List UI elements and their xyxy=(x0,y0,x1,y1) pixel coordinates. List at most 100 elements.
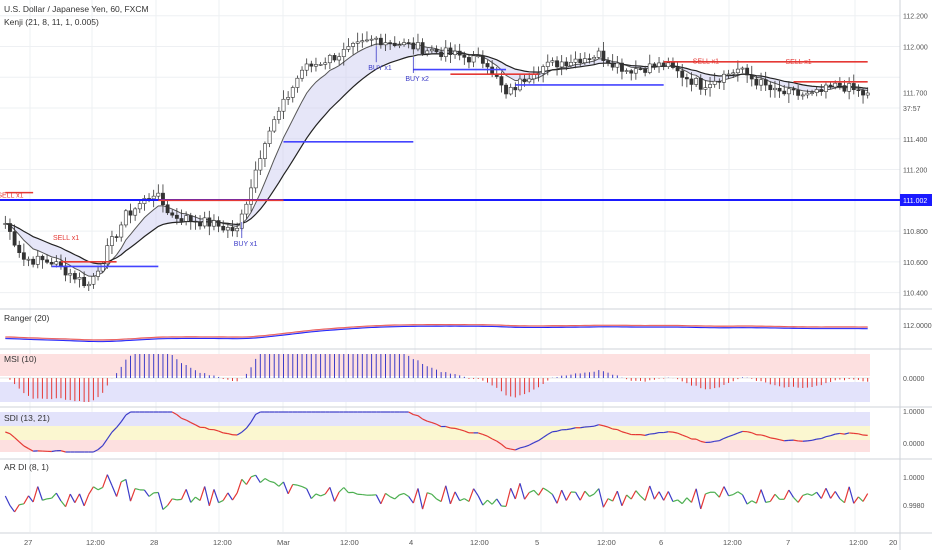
candle-body xyxy=(287,97,290,99)
candle-body xyxy=(73,273,76,279)
candle-body xyxy=(824,85,827,92)
ardi-line-segment xyxy=(692,489,697,503)
sdi-lower-zone xyxy=(0,440,870,452)
candle-body xyxy=(175,215,178,218)
ardi-line-segment xyxy=(158,492,163,509)
ardi-line-segment xyxy=(223,493,228,501)
candle-body xyxy=(528,79,531,82)
ranger-pane[interactable]: 112.0000 xyxy=(5,323,931,342)
candle-body xyxy=(620,63,623,71)
candle-body xyxy=(208,218,211,226)
candle-body xyxy=(291,88,294,98)
candle-body xyxy=(477,56,480,57)
buy-signal-label: BUY x2 xyxy=(405,76,429,83)
symbol-title: U.S. Dollar / Japanese Yen, 60, FXCM xyxy=(4,4,149,14)
ardi-line-segment xyxy=(172,499,177,500)
candle-body xyxy=(398,45,401,46)
ardi-line-segment xyxy=(437,499,442,502)
ardi-line-segment xyxy=(743,495,748,504)
ardi-line-segment xyxy=(562,490,567,500)
candle-body xyxy=(430,49,433,50)
sdi-line-segment xyxy=(223,433,228,434)
ardi-line-segment xyxy=(80,494,85,506)
price-tick-label: 112.200 xyxy=(903,14,928,21)
ardi-line-segment xyxy=(529,490,534,492)
candle-body xyxy=(435,49,438,52)
sell-signal-label: SELL x1 xyxy=(693,58,719,65)
ardi-line-segment xyxy=(682,498,687,504)
ardi-line-segment xyxy=(715,492,720,497)
candle-body xyxy=(736,69,739,73)
msi-pane[interactable]: 0.0000 xyxy=(0,354,925,402)
candle-body xyxy=(356,42,359,43)
ardi-line-segment xyxy=(580,491,585,500)
price-tick-label: 111.200 xyxy=(903,168,927,175)
candle-body xyxy=(542,67,545,74)
time-tick-label: 6 xyxy=(659,538,663,547)
candle-body xyxy=(671,63,674,68)
time-tick-label: 12:00 xyxy=(597,538,616,547)
ardi-line-segment xyxy=(464,499,469,502)
ardi-line-segment xyxy=(622,495,627,506)
msi-title: MSI (10) xyxy=(4,354,37,364)
ardi-line-segment xyxy=(608,499,613,501)
price-highlight-label: 111.002 xyxy=(903,198,927,205)
ardi-line-segment xyxy=(701,494,706,509)
ardi-line-segment xyxy=(631,491,636,499)
time-tick-label: Mar xyxy=(277,538,290,547)
time-tick-label: 28 xyxy=(150,538,158,547)
candle-body xyxy=(546,62,549,66)
candle-body xyxy=(866,93,869,95)
sell-signal-label: SELL x1 xyxy=(53,235,79,242)
ardi-line-segment xyxy=(478,496,483,505)
candle-body xyxy=(138,204,141,209)
candle-body xyxy=(268,131,271,144)
buy-signal-label: BUY x1 xyxy=(368,65,392,72)
ardi-line-segment xyxy=(362,495,367,496)
ardi-line-segment xyxy=(66,494,71,507)
candle-body xyxy=(389,43,392,44)
ranger-title: Ranger (20) xyxy=(4,313,50,323)
time-tick-label: 27 xyxy=(24,538,32,547)
ardi-line-segment xyxy=(659,492,664,501)
ardi-title: AR DI (8, 1) xyxy=(4,462,49,472)
candle-body xyxy=(713,81,716,84)
candle-body xyxy=(458,51,461,55)
candle-body xyxy=(50,262,53,264)
candle-body xyxy=(843,86,846,92)
ardi-line-segment xyxy=(488,500,493,504)
ardi-line-segment xyxy=(645,486,650,501)
candle-body xyxy=(718,81,721,82)
candle-body xyxy=(685,77,688,79)
ardi-line-segment xyxy=(15,505,20,512)
candle-body xyxy=(384,43,387,45)
candle-body xyxy=(36,256,39,264)
candle-body xyxy=(481,56,484,64)
candle-body xyxy=(55,262,58,264)
candle-body xyxy=(514,87,517,90)
candle-body xyxy=(653,64,656,67)
ardi-line-segment xyxy=(242,479,247,484)
sdi-line-segment xyxy=(794,440,799,441)
sdi-line-segment xyxy=(840,433,845,434)
ardi-line-segment xyxy=(195,497,200,500)
ardi-line-segment xyxy=(664,491,669,500)
candle-body xyxy=(759,80,762,86)
ardi-line-segment xyxy=(617,491,622,506)
ardi-line-segment xyxy=(251,475,256,477)
ardi-line-segment xyxy=(423,493,428,509)
ardi-line-segment xyxy=(492,499,497,504)
ardi-line-segment xyxy=(520,483,525,499)
ardi-line-segment xyxy=(641,496,646,500)
candle-body xyxy=(746,68,749,75)
ardi-line-segment xyxy=(246,477,251,485)
ardi-line-segment xyxy=(789,490,794,497)
candle-body xyxy=(351,43,354,46)
candle-body xyxy=(704,88,707,90)
price-tick-label: 111.400 xyxy=(903,137,927,144)
